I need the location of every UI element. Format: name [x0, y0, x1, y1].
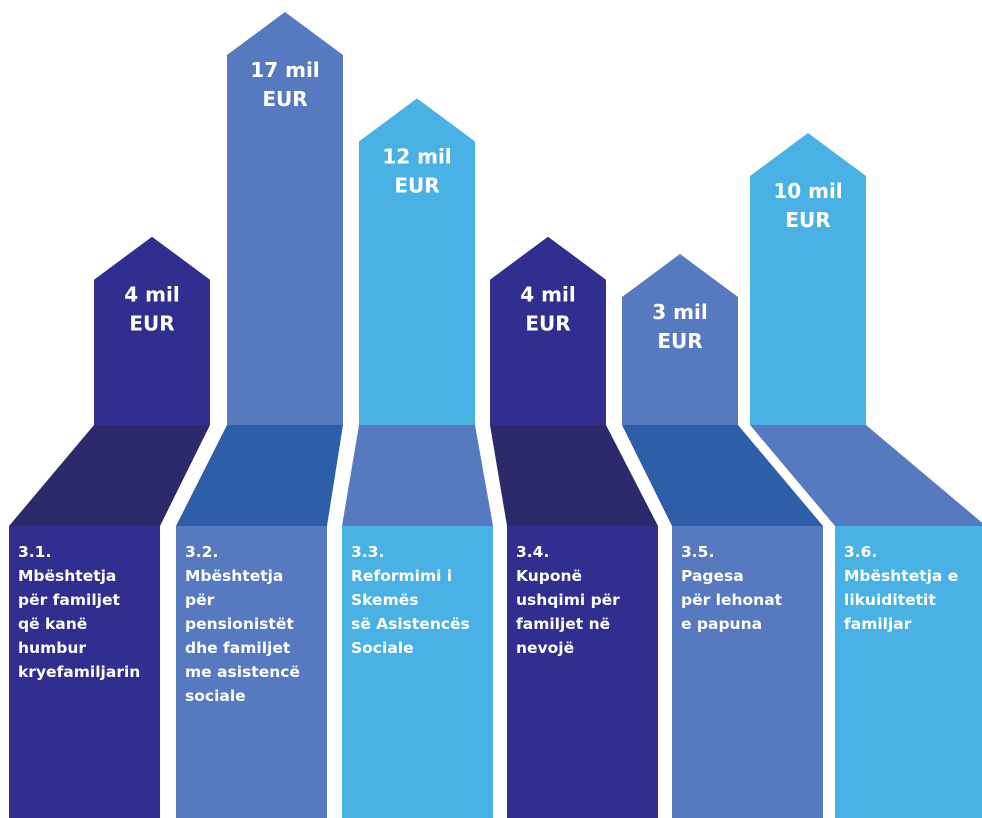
bar-ribbon-5 [622, 425, 823, 526]
bar-base-6 [835, 526, 982, 818]
category-label-6-line-2: Mbështetja e [844, 567, 958, 585]
value-label-5-line-1: 3 mil [652, 300, 707, 324]
bar-pillar-6 [750, 133, 866, 425]
category-label-4-line-3: ushqimi për [516, 591, 620, 609]
value-label-4-line-1: 4 mil [520, 283, 575, 307]
bar-pillar-1 [94, 236, 210, 425]
category-label-5-line-3: për lehonat [681, 591, 783, 609]
category-label-4-line-2: Kuponë [516, 567, 582, 585]
value-label-2-line-1: 17 mil [250, 58, 319, 82]
bar-pillar-2 [227, 12, 343, 425]
bar-ribbon-1 [9, 425, 210, 526]
category-label-1-line-1: 3.1. [18, 543, 51, 561]
category-label-2-line-3: për [185, 591, 215, 609]
bar-base-5 [672, 526, 823, 818]
category-label-3-line-1: 3.3. [351, 543, 384, 561]
value-label-1-line-1: 4 mil [124, 283, 179, 307]
bar-base-1 [9, 526, 160, 818]
value-label-5-line-2: EUR [657, 329, 702, 353]
category-label-6-line-3: likuiditetit [844, 591, 936, 609]
bar-base-2 [176, 526, 327, 818]
category-label-1-line-2: Mbështetja [18, 567, 116, 585]
value-label-6-line-2: EUR [785, 208, 830, 232]
value-label-4-line-2: EUR [525, 312, 570, 336]
category-label-5-line-1: 3.5. [681, 543, 714, 561]
category-label-2-line-6: me asistencë [185, 663, 300, 681]
category-label-2-line-5: dhe familjet [185, 639, 291, 657]
category-label-3-line-2: Reformimi i [351, 567, 452, 585]
category-label-2-line-1: 3.2. [185, 543, 218, 561]
category-label-2-line-4: pensionistët [185, 615, 294, 633]
bar-base-3 [342, 526, 493, 818]
bar-pillar-5 [622, 254, 738, 425]
category-label-1-line-5: humbur [18, 639, 86, 657]
value-label-1-line-2: EUR [129, 312, 174, 336]
category-label-4-line-1: 3.4. [516, 543, 549, 561]
category-label-2-line-7: sociale [185, 687, 246, 705]
bar-ribbon-4 [490, 425, 658, 526]
category-label-1-line-6: kryefamiljarin [18, 663, 140, 681]
category-label-1-line-4: që kanë [18, 615, 87, 633]
bar-base-4 [507, 526, 658, 818]
category-label-5-line-2: Pagesa [681, 567, 744, 585]
value-label-3-line-1: 12 mil [382, 144, 451, 168]
value-label-2-line-2: EUR [262, 87, 307, 111]
category-label-3-line-5: Sociale [351, 639, 414, 657]
category-label-1-line-3: për familjet [18, 591, 120, 609]
bar-pillar-3 [359, 98, 475, 425]
value-label-3-line-2: EUR [394, 173, 439, 197]
category-label-3-line-4: së Asistencës [351, 615, 470, 633]
category-label-3-line-3: Skemës [351, 591, 418, 609]
bar-pillar-4 [490, 236, 606, 425]
category-label-4-line-4: familjet në [516, 615, 610, 633]
bar-ribbon-3 [342, 425, 493, 526]
bar-ribbon-2 [176, 425, 343, 526]
category-label-5-line-4: e papuna [681, 615, 762, 633]
value-label-6-line-1: 10 mil [773, 179, 842, 203]
category-label-6-line-4: familjar [844, 615, 912, 633]
category-label-4-line-5: nevojë [516, 639, 574, 657]
bar-ribbon-6 [750, 425, 982, 526]
category-label-6-line-1: 3.6. [844, 543, 877, 561]
category-label-2-line-2: Mbështetja [185, 567, 283, 585]
